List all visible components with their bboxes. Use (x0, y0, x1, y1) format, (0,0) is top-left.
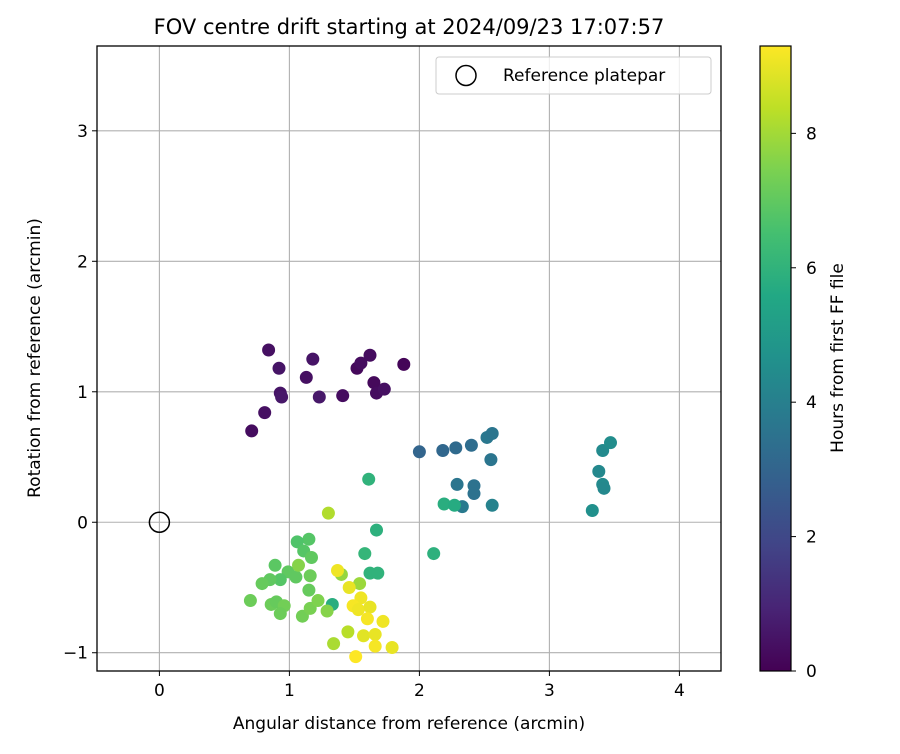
data-point (331, 564, 344, 578)
data-point (436, 443, 450, 457)
colorbar-tick-label: 2 (806, 528, 817, 548)
data-point (262, 343, 276, 357)
legend: Reference platepar (435, 56, 712, 95)
legend-label: Reference platepar (503, 66, 665, 86)
data-point (349, 650, 363, 664)
data-point (341, 625, 355, 639)
data-point (485, 498, 499, 512)
x-axis: 0 1 2 3 4 (154, 671, 685, 701)
x-tick-label: 4 (674, 681, 685, 701)
data-point (275, 390, 289, 404)
y-tick-label: 0 (77, 513, 88, 533)
data-point (299, 370, 313, 384)
data-point (312, 390, 326, 404)
reference-marker (148, 511, 171, 534)
data-point (357, 629, 370, 643)
data-point (448, 498, 461, 512)
y-tick-label: 3 (77, 122, 88, 142)
data-point (376, 614, 390, 628)
data-point (368, 639, 382, 653)
data-point (255, 577, 269, 591)
colorbar-tick-label: 4 (806, 393, 817, 413)
data-point (273, 573, 287, 587)
colorbar-tick-label: 6 (806, 259, 817, 279)
data-point (363, 600, 377, 614)
data-point (302, 583, 316, 597)
y-tick-label: 2 (77, 252, 88, 272)
data-point (377, 382, 391, 396)
data-point (412, 445, 426, 459)
data-point (367, 376, 381, 390)
colorbar-label: Hours from first FF file (828, 263, 848, 453)
data-point (321, 506, 335, 520)
data-point (604, 436, 617, 450)
x-tick-label: 0 (154, 681, 165, 701)
data-point (272, 361, 286, 375)
x-tick-label: 1 (284, 681, 295, 701)
data-point (371, 566, 385, 580)
y-tick-label: 1 (77, 383, 88, 403)
data-point (258, 406, 272, 420)
data-point (245, 424, 259, 438)
data-point (273, 607, 287, 621)
data-point (290, 535, 304, 549)
data-point (268, 558, 282, 572)
data-point (243, 594, 257, 608)
data-point (311, 594, 325, 608)
data-point (289, 570, 303, 584)
data-point (485, 427, 499, 441)
data-point (464, 438, 478, 452)
data-point (336, 389, 350, 403)
data-point (362, 472, 376, 486)
x-tick-label: 2 (414, 681, 425, 701)
data-point (342, 580, 356, 594)
y-axis: −1 0 1 2 3 (63, 122, 97, 664)
colorbar-tick-label: 0 (806, 662, 817, 682)
data-point (363, 348, 377, 362)
data-point (484, 453, 498, 467)
data-point (585, 504, 599, 518)
legend-marker-circle (455, 64, 477, 87)
data-point (592, 464, 606, 478)
colorbar-ticks: 0 2 4 6 8 (791, 124, 817, 682)
data-point (302, 532, 316, 546)
data-point (360, 612, 374, 626)
data-point (368, 627, 382, 641)
data-point (351, 603, 365, 617)
data-point (320, 604, 334, 618)
x-tick-label: 3 (544, 681, 555, 701)
x-axis-label: Angular distance from reference (arcmin) (233, 714, 585, 734)
data-point (292, 558, 305, 572)
chart-title: FOV centre drift starting at 2024/09/23 … (154, 15, 665, 39)
data-points (243, 343, 617, 664)
data-point (467, 487, 481, 501)
data-point (327, 637, 341, 651)
data-point (597, 481, 611, 495)
data-point (437, 497, 451, 511)
data-point (306, 352, 320, 366)
data-point (449, 441, 463, 455)
data-point (397, 357, 411, 371)
data-point (305, 550, 318, 564)
data-point (358, 547, 372, 561)
data-point (370, 523, 383, 537)
data-point (303, 569, 317, 583)
data-point (450, 477, 464, 491)
colorbar-tick-label: 8 (806, 124, 817, 144)
data-point (427, 547, 441, 561)
colorbar: 0 2 4 6 8 Hours from first FF file (759, 45, 848, 682)
grid (97, 46, 721, 671)
y-tick-label: −1 (63, 644, 88, 664)
colorbar-gradient (759, 45, 792, 672)
data-point (353, 577, 367, 591)
reference-marker-group (148, 511, 171, 534)
plot-frame (96, 45, 722, 672)
data-point (354, 356, 368, 370)
legend-box (435, 56, 712, 95)
data-point (385, 641, 399, 655)
y-axis-label: Rotation from reference (arcmin) (25, 218, 45, 498)
